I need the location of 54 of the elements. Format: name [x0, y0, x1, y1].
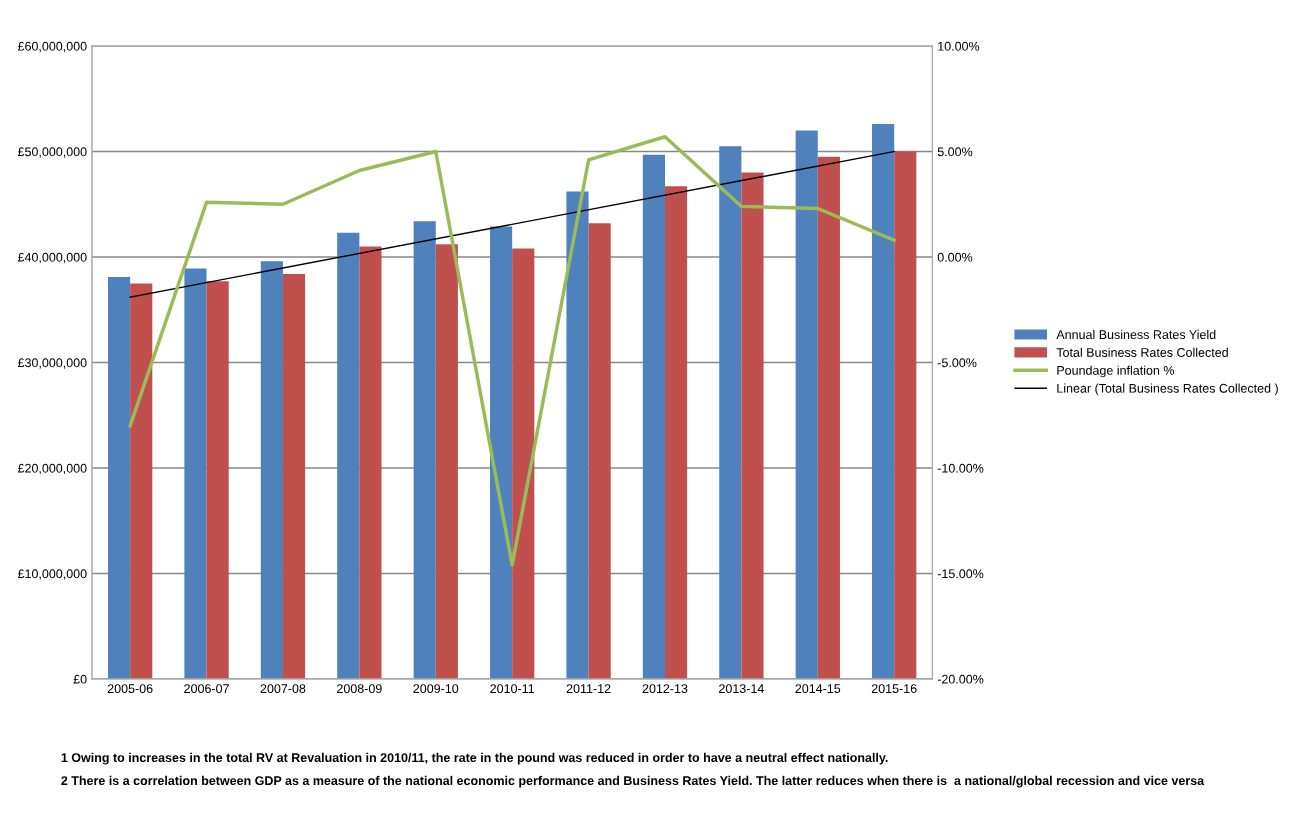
- y-tick-label: £30,000,000: [17, 358, 87, 369]
- bar: [490, 226, 513, 679]
- bar: [107, 277, 131, 679]
- bar: [260, 261, 283, 679]
- y-tick-label: £40,000,000: [17, 252, 87, 264]
- bar: [795, 130, 818, 679]
- x-tick-label: 2011-12: [566, 684, 611, 694]
- y-tick-label: £0: [73, 674, 87, 684]
- text: 1 Owing to increases in the total RV at Revaluation in 2010/11, the rate in the pound was reduced in order to have a neutral effect nationally.: [61, 752, 888, 765]
- bar: [184, 268, 207, 679]
- x-tick-label: 2010-11: [490, 684, 535, 694]
- y-tick-label: £60,000,000: [17, 41, 87, 53]
- legend-label: Annual Business Rates Yield: [1056, 329, 1216, 339]
- bar: [206, 281, 229, 679]
- y2-tick-label: 0.00%: [937, 252, 973, 262]
- legend-label: Total Business Rates Collected: [1056, 347, 1228, 357]
- bar: [664, 186, 688, 679]
- bar: [435, 244, 458, 679]
- bar: [719, 146, 742, 679]
- y2-tick-label: -20.00%: [937, 674, 984, 684]
- bar: [359, 246, 382, 679]
- x-tick-label: 2006-07: [184, 684, 229, 694]
- bar: [337, 232, 360, 679]
- y-tick-label: £10,000,000: [17, 569, 87, 580]
- y2-tick-label: -5.00%: [937, 358, 977, 368]
- bar: [282, 273, 306, 679]
- bar: [817, 156, 840, 679]
- y-tick-label: £20,000,000: [17, 463, 87, 475]
- bar: [642, 154, 665, 679]
- legend-label: Linear (Total Business Rates Collected ): [1057, 383, 1278, 396]
- x-tick-label: 2009-10: [413, 684, 459, 694]
- legend-label: Poundage inflation %: [1057, 365, 1175, 378]
- bar: [894, 151, 917, 679]
- y-tick-label: £50,000,000: [17, 147, 87, 158]
- line-series: [128, 135, 896, 567]
- bar: [741, 172, 764, 679]
- bar: [588, 223, 611, 679]
- bar: [512, 248, 535, 679]
- bar: [413, 221, 436, 679]
- x-tick-label: 2007-08: [260, 684, 306, 694]
- bar: [566, 191, 589, 679]
- text: 2 There is a correlation between GDP as a measure of the national economic performance and Business Rates Yield. The latter reduces when there is a national/global recession and vice versa: [61, 775, 1205, 788]
- x-tick-label: 2005-06: [107, 684, 153, 694]
- x-tick-label: 2015-16: [871, 684, 917, 694]
- bar: [872, 124, 895, 679]
- y2-tick-label: 10.00%: [938, 41, 980, 51]
- y2-tick-label: 5.00%: [937, 147, 973, 157]
- y2-tick-label: -15.00%: [937, 569, 984, 579]
- x-tick-label: 2014-15: [795, 684, 841, 694]
- x-tick-label: 2008-09: [337, 684, 382, 694]
- x-tick-label: 2012-13: [642, 684, 688, 694]
- bar: [130, 283, 153, 679]
- y2-tick-label: -10.00%: [937, 463, 984, 473]
- x-tick-label: 2013-14: [719, 684, 764, 694]
